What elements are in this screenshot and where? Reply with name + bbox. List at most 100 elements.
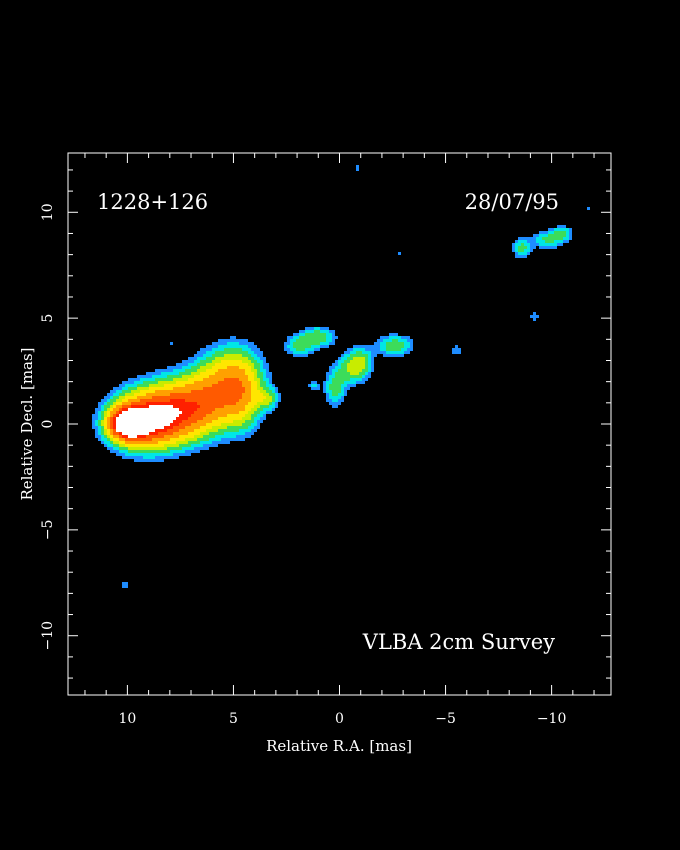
map-pixel — [401, 354, 404, 357]
map-pixel — [104, 423, 107, 426]
map-pixel — [260, 420, 263, 423]
map-pixel — [152, 399, 155, 402]
map-pixel — [182, 408, 185, 411]
map-pixel — [125, 396, 128, 399]
map-pixel — [260, 360, 263, 363]
map-pixel — [194, 447, 197, 450]
map-pixel — [149, 402, 152, 405]
map-pixel — [350, 381, 353, 384]
map-pixel — [329, 330, 332, 333]
map-pixel — [128, 438, 131, 441]
map-pixel — [224, 354, 227, 357]
map-pixel — [230, 399, 233, 402]
map-pixel — [317, 327, 320, 330]
map-pixel — [311, 384, 314, 387]
map-pixel — [557, 231, 560, 234]
map-pixel — [125, 402, 128, 405]
map-pixel — [155, 423, 158, 426]
map-pixel — [188, 393, 191, 396]
map-pixel — [563, 231, 566, 234]
map-pixel — [182, 441, 185, 444]
map-pixel — [224, 402, 227, 405]
map-pixel — [128, 453, 131, 456]
map-pixel — [140, 405, 143, 408]
map-pixel — [191, 372, 194, 375]
map-pixel — [236, 417, 239, 420]
map-pixel — [176, 372, 179, 375]
map-pixel — [131, 447, 134, 450]
map-pixel — [164, 423, 167, 426]
map-pixel — [152, 417, 155, 420]
map-pixel — [167, 396, 170, 399]
map-pixel — [224, 432, 227, 435]
map-pixel — [167, 366, 170, 369]
map-pixel — [326, 375, 329, 378]
map-pixel — [308, 336, 311, 339]
map-pixel — [149, 453, 152, 456]
map-pixel — [146, 414, 149, 417]
map-pixel — [293, 351, 296, 354]
map-pixel — [254, 387, 257, 390]
map-pixel — [215, 375, 218, 378]
map-pixel — [155, 453, 158, 456]
map-pixel — [116, 435, 119, 438]
map-pixel — [272, 390, 275, 393]
map-pixel — [161, 444, 164, 447]
map-pixel — [218, 372, 221, 375]
map-pixel — [215, 444, 218, 447]
map-pixel — [194, 393, 197, 396]
map-pixel — [194, 354, 197, 357]
map-pixel — [200, 417, 203, 420]
map-pixel — [377, 342, 380, 345]
map-pixel — [308, 384, 311, 387]
map-pixel — [143, 411, 146, 414]
map-pixel — [353, 381, 356, 384]
map-pixel — [125, 453, 128, 456]
map-pixel — [206, 381, 209, 384]
map-pixel — [203, 369, 206, 372]
map-pixel — [215, 342, 218, 345]
map-pixel — [158, 438, 161, 441]
map-pixel — [251, 366, 254, 369]
map-pixel — [248, 351, 251, 354]
map-pixel — [152, 375, 155, 378]
map-pixel — [239, 375, 242, 378]
map-pixel — [458, 348, 461, 351]
map-pixel — [176, 432, 179, 435]
map-pixel — [200, 411, 203, 414]
map-pixel — [227, 429, 230, 432]
map-pixel — [110, 438, 113, 441]
map-pixel — [197, 447, 200, 450]
map-pixel — [143, 399, 146, 402]
map-pixel — [353, 360, 356, 363]
map-pixel — [374, 342, 377, 345]
map-pixel — [200, 414, 203, 417]
map-pixel — [230, 432, 233, 435]
map-pixel — [188, 411, 191, 414]
map-pixel — [134, 438, 137, 441]
map-pixel — [206, 420, 209, 423]
map-pixel — [332, 399, 335, 402]
map-pixel — [323, 381, 326, 384]
map-pixel — [338, 399, 341, 402]
map-pixel — [191, 360, 194, 363]
map-pixel — [245, 432, 248, 435]
map-pixel — [389, 336, 392, 339]
map-pixel — [236, 366, 239, 369]
map-pixel — [260, 417, 263, 420]
map-pixel — [329, 378, 332, 381]
map-pixel — [290, 351, 293, 354]
map-pixel — [152, 405, 155, 408]
map-pixel — [206, 348, 209, 351]
map-pixel — [560, 237, 563, 240]
map-pixel — [203, 435, 206, 438]
map-pixel — [140, 438, 143, 441]
map-pixel — [239, 411, 242, 414]
map-pixel — [170, 441, 173, 444]
map-pixel — [566, 228, 569, 231]
map-pixel — [362, 366, 365, 369]
map-pixel — [272, 393, 275, 396]
map-pixel — [335, 384, 338, 387]
map-pixel — [191, 447, 194, 450]
map-pixel — [116, 402, 119, 405]
